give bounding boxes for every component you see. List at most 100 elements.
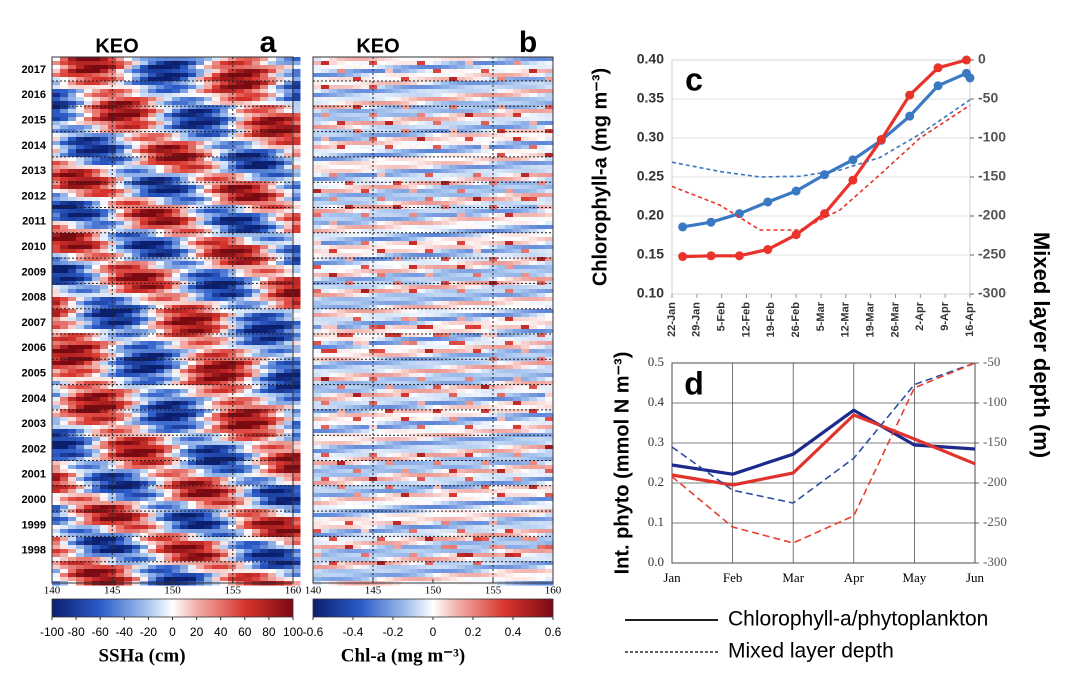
heatmap-cell: [361, 125, 370, 130]
heatmap-cell: [156, 449, 165, 454]
heatmap-cell: [100, 573, 109, 578]
heatmap-cell: [513, 61, 522, 66]
heatmap-cell: [212, 277, 221, 282]
heatmap-cell: [252, 177, 261, 182]
heatmap-cell: [228, 121, 237, 126]
heatmap-cell: [156, 557, 165, 562]
heatmap-cell: [252, 69, 261, 74]
heatmap-cell: [148, 101, 157, 106]
heatmap-cell: [204, 57, 213, 62]
heatmap-cell: [108, 349, 117, 354]
heatmap-cell: [116, 429, 125, 434]
heatmap-cell: [196, 449, 205, 454]
heatmap-cell: [385, 125, 394, 130]
heatmap-cell: [140, 485, 149, 490]
heatmap-cell: [116, 273, 125, 278]
heatmap-cell: [292, 513, 301, 518]
heatmap-cell: [132, 81, 141, 86]
heatmap-cell: [377, 153, 386, 158]
heatmap-cell: [68, 69, 77, 74]
heatmap-cell: [156, 497, 165, 502]
heatmap-cell: [353, 61, 362, 66]
heatmap-cell: [164, 305, 173, 310]
heatmap-cell: [228, 453, 237, 458]
heatmap-cell: [108, 481, 117, 486]
heatmap-cell: [276, 425, 285, 430]
heatmap-cell: [188, 485, 197, 490]
heatmap-cell: [124, 465, 133, 470]
heatmap-cell: [172, 81, 181, 86]
heatmap-cell: [148, 301, 157, 306]
heatmap-cell: [84, 109, 93, 114]
heatmap-cell: [321, 61, 330, 66]
heatmap-cell: [276, 273, 285, 278]
heatmap-cell: [76, 73, 85, 78]
heatmap-cell: [276, 157, 285, 162]
heatmap-cell: [196, 197, 205, 202]
heatmap-cell: [236, 381, 245, 386]
heatmap-cell: [393, 149, 402, 154]
heatmap-cell: [116, 289, 125, 294]
heatmap-cell: [100, 489, 109, 494]
heatmap-cell: [228, 89, 237, 94]
heatmap-cell: [244, 229, 253, 234]
heatmap-cell: [252, 309, 261, 314]
heatmap-cell: [284, 297, 293, 302]
heatmap-cell: [393, 105, 402, 110]
heatmap-cell: [92, 409, 101, 414]
heatmap-cell: [244, 77, 253, 82]
heatmap-cell: [244, 237, 253, 242]
heatmap-cell: [76, 505, 85, 510]
heatmap-cell: [236, 173, 245, 178]
heatmap-cell: [260, 537, 269, 542]
heatmap-cell: [284, 225, 293, 230]
heatmap-cell: [180, 349, 189, 354]
heatmap-cell: [260, 89, 269, 94]
heatmap-cell: [188, 417, 197, 422]
heatmap-cell: [84, 189, 93, 194]
heatmap-cell: [188, 153, 197, 158]
heatmap-cell: [481, 145, 490, 150]
y-tick-label: 2007: [22, 317, 46, 329]
heatmap-cell: [252, 209, 261, 214]
heatmap-cell: [116, 393, 125, 398]
heatmap-cell: [116, 377, 125, 382]
heatmap-cell: [108, 233, 117, 238]
heatmap-cell: [156, 309, 165, 314]
heatmap-cell: [180, 309, 189, 314]
heatmap-cell: [116, 245, 125, 250]
heatmap-cell: [84, 441, 93, 446]
heatmap-cell: [156, 201, 165, 206]
heatmap-cell: [212, 393, 221, 398]
heatmap-cell: [236, 265, 245, 270]
heatmap-cell: [116, 493, 125, 498]
heatmap-cell: [156, 501, 165, 506]
heatmap-cell: [292, 365, 301, 370]
heatmap-cell: [393, 89, 402, 94]
heatmap-cell: [276, 73, 285, 78]
heatmap-cell: [108, 561, 117, 566]
heatmap-cell: [409, 69, 418, 74]
heatmap-cell: [52, 533, 61, 538]
heatmap-cell: [292, 253, 301, 258]
heatmap-cell: [465, 97, 474, 102]
heatmap-cell: [236, 485, 245, 490]
y-tick-label: 2003: [22, 418, 46, 430]
heatmap-cell: [68, 541, 77, 546]
heatmap-cell: [180, 361, 189, 366]
heatmap-cell: [292, 257, 301, 262]
heatmap-cell: [140, 557, 149, 562]
heatmap-cell: [188, 449, 197, 454]
heatmap-cell: [68, 249, 77, 254]
heatmap-cell: [108, 133, 117, 138]
heatmap-cell: [156, 73, 165, 78]
heatmap-cell: [244, 273, 253, 278]
y-tick-label: 2002: [22, 443, 46, 455]
heatmap-cell: [369, 57, 378, 62]
heatmap-cell: [188, 93, 197, 98]
heatmap-cell: [401, 137, 410, 142]
heatmap-cell: [244, 457, 253, 462]
heatmap-cell: [236, 429, 245, 434]
heatmap-cell: [124, 341, 133, 346]
heatmap-cell: [401, 121, 410, 126]
